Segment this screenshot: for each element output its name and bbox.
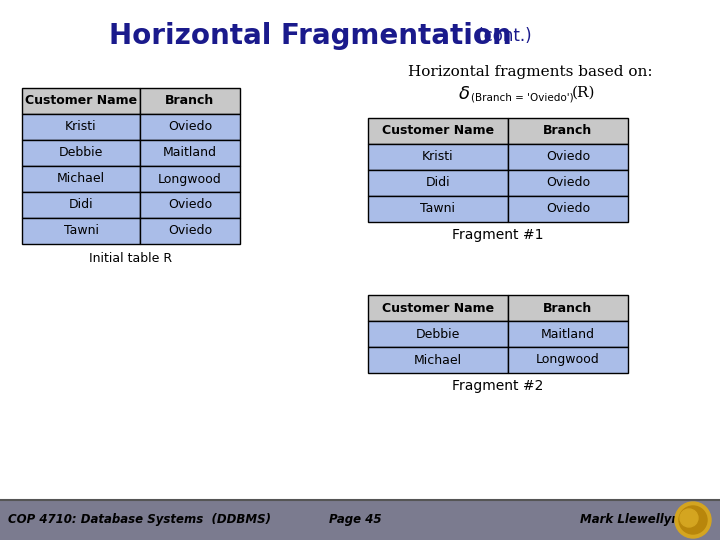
Bar xyxy=(508,144,628,170)
Text: Maitland: Maitland xyxy=(541,327,595,341)
Text: Mark Llewellyn ©: Mark Llewellyn © xyxy=(580,514,696,526)
Text: Branch: Branch xyxy=(166,94,215,107)
Text: $\delta$: $\delta$ xyxy=(458,85,470,103)
Bar xyxy=(140,218,240,244)
Text: Michael: Michael xyxy=(414,354,462,367)
Text: Branch: Branch xyxy=(544,301,593,314)
Text: (Branch = 'Oviedo'): (Branch = 'Oviedo') xyxy=(471,93,574,103)
Text: Kristi: Kristi xyxy=(66,120,96,133)
Text: Didi: Didi xyxy=(68,199,94,212)
Text: Page 45: Page 45 xyxy=(329,514,382,526)
Bar xyxy=(22,114,140,140)
Text: Horizontal fragments based on:: Horizontal fragments based on: xyxy=(408,65,652,79)
Text: Debbie: Debbie xyxy=(416,327,460,341)
Text: (R): (R) xyxy=(572,86,595,100)
Bar xyxy=(0,500,720,540)
Bar xyxy=(140,114,240,140)
Text: Debbie: Debbie xyxy=(59,146,103,159)
Circle shape xyxy=(675,502,711,538)
Text: Tawni: Tawni xyxy=(420,202,456,215)
Bar xyxy=(140,88,240,114)
Bar xyxy=(508,321,628,347)
Text: Michael: Michael xyxy=(57,172,105,186)
Bar xyxy=(22,140,140,166)
Bar xyxy=(140,192,240,218)
Text: Customer Name: Customer Name xyxy=(25,94,137,107)
Text: Oviedo: Oviedo xyxy=(546,177,590,190)
Bar xyxy=(368,170,508,196)
Bar xyxy=(368,295,508,321)
Bar xyxy=(368,347,508,373)
Text: Customer Name: Customer Name xyxy=(382,125,494,138)
Bar xyxy=(140,140,240,166)
Text: Oviedo: Oviedo xyxy=(168,199,212,212)
Bar xyxy=(508,295,628,321)
Text: Fragment #1: Fragment #1 xyxy=(452,228,544,242)
Bar xyxy=(22,218,140,244)
Bar xyxy=(140,166,240,192)
Circle shape xyxy=(679,506,707,534)
Bar xyxy=(22,88,140,114)
Text: Oviedo: Oviedo xyxy=(168,120,212,133)
Text: Kristi: Kristi xyxy=(422,151,454,164)
Text: Tawni: Tawni xyxy=(63,225,99,238)
Text: Oviedo: Oviedo xyxy=(546,151,590,164)
Bar xyxy=(368,196,508,222)
Text: Horizontal Fragmentation: Horizontal Fragmentation xyxy=(109,22,511,50)
Bar xyxy=(368,321,508,347)
Bar xyxy=(368,144,508,170)
Text: Initial table R: Initial table R xyxy=(89,252,173,265)
Circle shape xyxy=(680,509,698,527)
Text: Oviedo: Oviedo xyxy=(546,202,590,215)
Text: COP 4710: Database Systems  (DDBMS): COP 4710: Database Systems (DDBMS) xyxy=(8,514,271,526)
Bar xyxy=(508,347,628,373)
Bar xyxy=(508,170,628,196)
Text: Fragment #2: Fragment #2 xyxy=(452,379,544,393)
Text: Branch: Branch xyxy=(544,125,593,138)
Text: Longwood: Longwood xyxy=(158,172,222,186)
Bar xyxy=(508,196,628,222)
Text: Oviedo: Oviedo xyxy=(168,225,212,238)
Text: Didi: Didi xyxy=(426,177,450,190)
Text: Customer Name: Customer Name xyxy=(382,301,494,314)
Text: Longwood: Longwood xyxy=(536,354,600,367)
Text: Maitland: Maitland xyxy=(163,146,217,159)
Bar xyxy=(22,166,140,192)
Text: (cont.): (cont.) xyxy=(472,27,531,45)
Bar xyxy=(22,192,140,218)
Bar xyxy=(368,118,508,144)
Bar xyxy=(508,118,628,144)
